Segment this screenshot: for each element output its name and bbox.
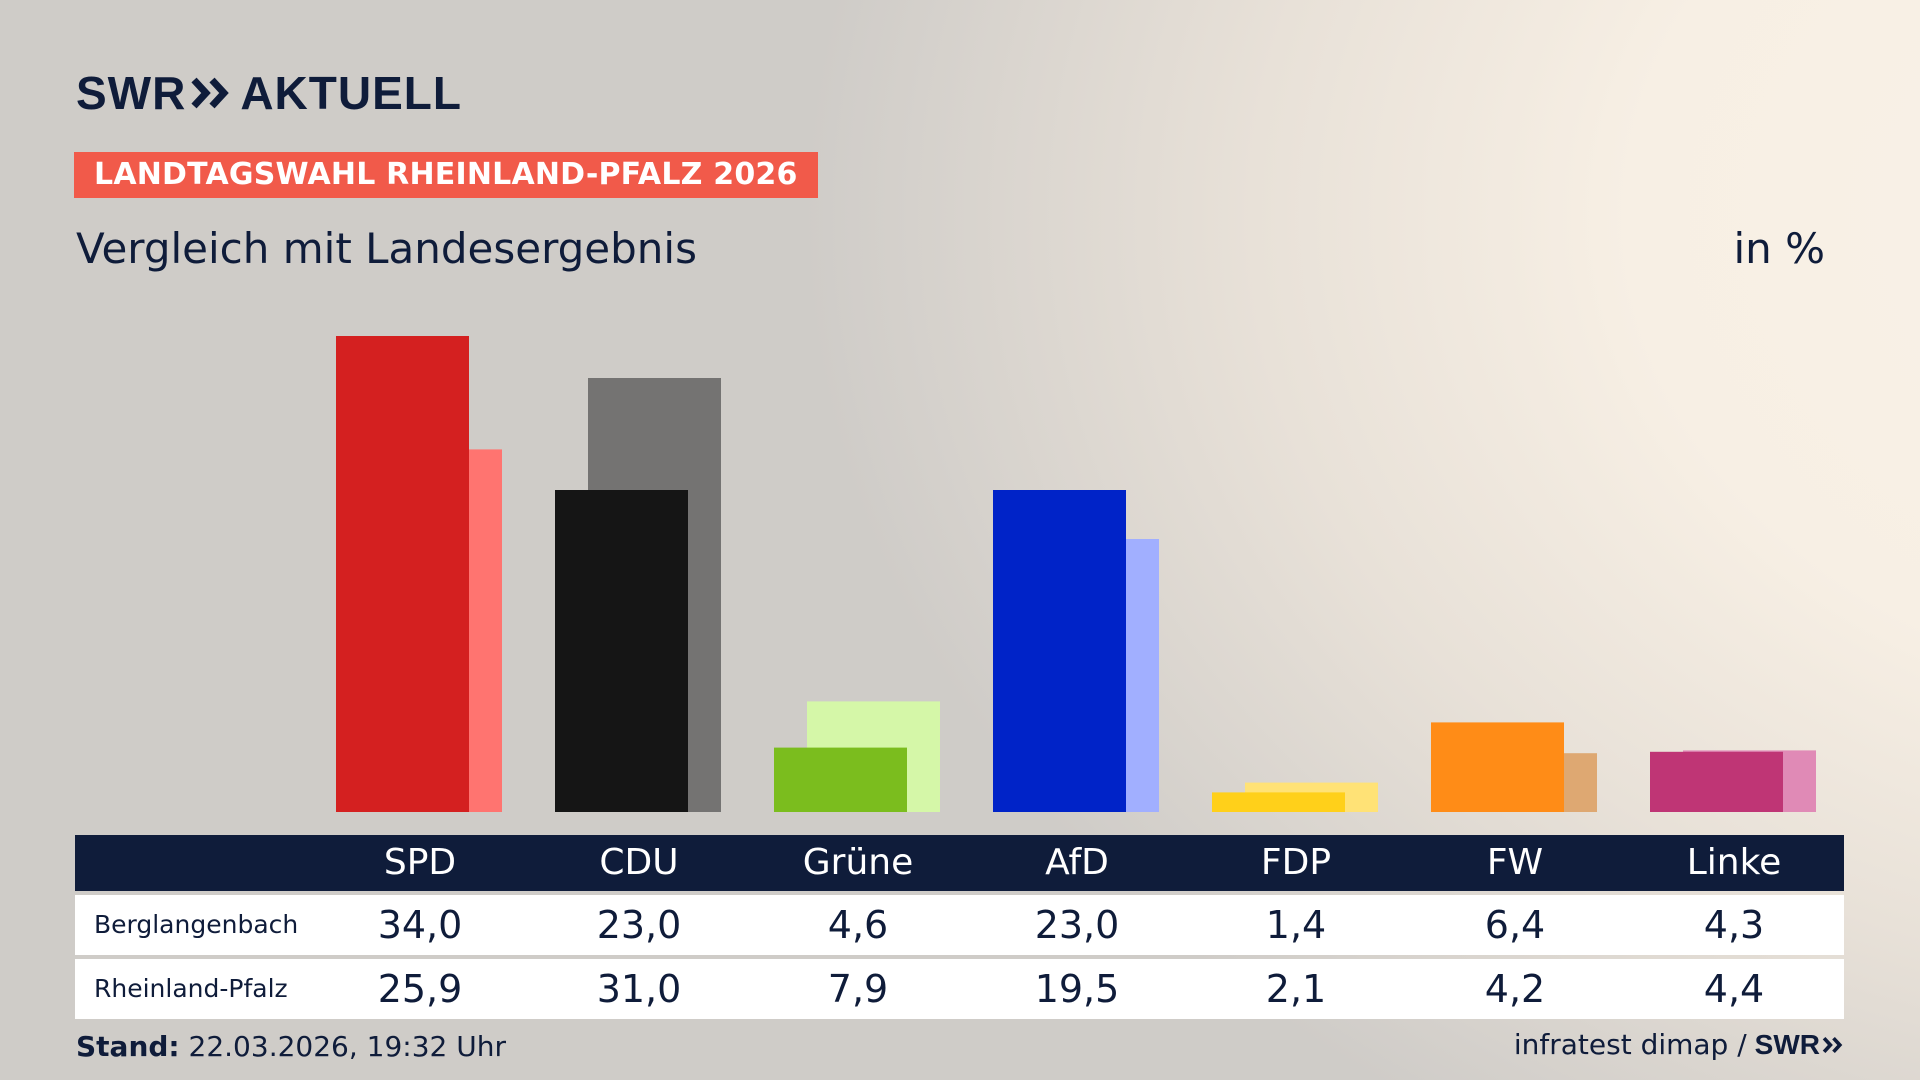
bar-berglangenbach-fw xyxy=(1431,722,1564,812)
source-text: infratest dimap / xyxy=(1513,1028,1747,1061)
table-cell: 31,0 xyxy=(596,967,682,1011)
double-chevron-icon xyxy=(191,77,230,109)
bar-berglangenbach-cdu xyxy=(555,490,688,812)
table-cell: 6,4 xyxy=(1484,903,1546,947)
column-header-fdp: FDP xyxy=(1260,842,1332,883)
source-credit: infratest dimap / SWR xyxy=(1514,1028,1844,1061)
table-cell: 34,0 xyxy=(377,903,463,947)
column-header-linke: Linke xyxy=(1686,842,1782,883)
table-cell: 19,5 xyxy=(1034,967,1120,1011)
double-chevron-icon xyxy=(1822,1036,1843,1053)
source-brand: SWR xyxy=(1754,1028,1820,1060)
row-label: Berglangenbach xyxy=(94,910,299,939)
bar-berglangenbach-afd xyxy=(993,490,1126,812)
table-cell: 23,0 xyxy=(596,903,682,947)
table-cell: 23,0 xyxy=(1034,903,1120,947)
timestamp: Stand: 22.03.2026, 19:32 Uhr xyxy=(76,1030,506,1063)
row-label: Rheinland-Pfalz xyxy=(94,974,288,1003)
stand-label: Stand: xyxy=(76,1030,180,1063)
election-badge: LANDTAGSWAHL RHEINLAND-PFALZ 2026 xyxy=(74,152,818,198)
table-cell: 1,4 xyxy=(1265,903,1327,947)
table-cell: 25,9 xyxy=(377,967,463,1011)
swr-aktuell-logo: SWR AKTUELL xyxy=(76,66,462,120)
brand-name: SWR xyxy=(76,67,187,119)
bar-berglangenbach-spd xyxy=(336,336,469,812)
column-header-afd: AfD xyxy=(1045,842,1109,883)
column-header-cdu: CDU xyxy=(599,842,679,883)
table-cell: 2,1 xyxy=(1265,967,1327,1011)
table-header: SPD CDU Grüne AfD FDP FW Linke xyxy=(75,835,1844,891)
column-header-spd: SPD xyxy=(383,842,457,883)
table-cell: 4,2 xyxy=(1484,967,1546,1011)
table-cell: 4,3 xyxy=(1703,903,1765,947)
results-table: SPD CDU Grüne AfD FDP FW Linke Berglangenbach … xyxy=(75,835,1844,1019)
bar-berglangenbach-fdp xyxy=(1212,792,1345,812)
column-header-grüne: Grüne xyxy=(802,842,914,883)
bar-berglangenbach-grüne xyxy=(774,747,907,812)
table-cell: 4,6 xyxy=(827,903,889,947)
bar-berglangenbach-linke xyxy=(1650,751,1783,812)
stand-value: 22.03.2026, 19:32 Uhr xyxy=(188,1030,506,1063)
unit-label: in % xyxy=(1733,224,1825,273)
column-header-fw: FW xyxy=(1486,842,1544,883)
table-row: Berglangenbach 34,0 23,0 4,6 23,0 1,4 6,4 4,3 xyxy=(75,895,1844,955)
table-row: Rheinland-Pfalz 25,9 31,0 7,9 19,5 2,1 4,2 4,4 xyxy=(75,959,1844,1019)
table-cell: 4,4 xyxy=(1703,967,1765,1011)
table-cell: 7,9 xyxy=(827,967,889,1011)
brand-suffix: AKTUELL xyxy=(240,67,462,119)
chart-subtitle: Vergleich mit Landesergebnis xyxy=(76,224,697,273)
